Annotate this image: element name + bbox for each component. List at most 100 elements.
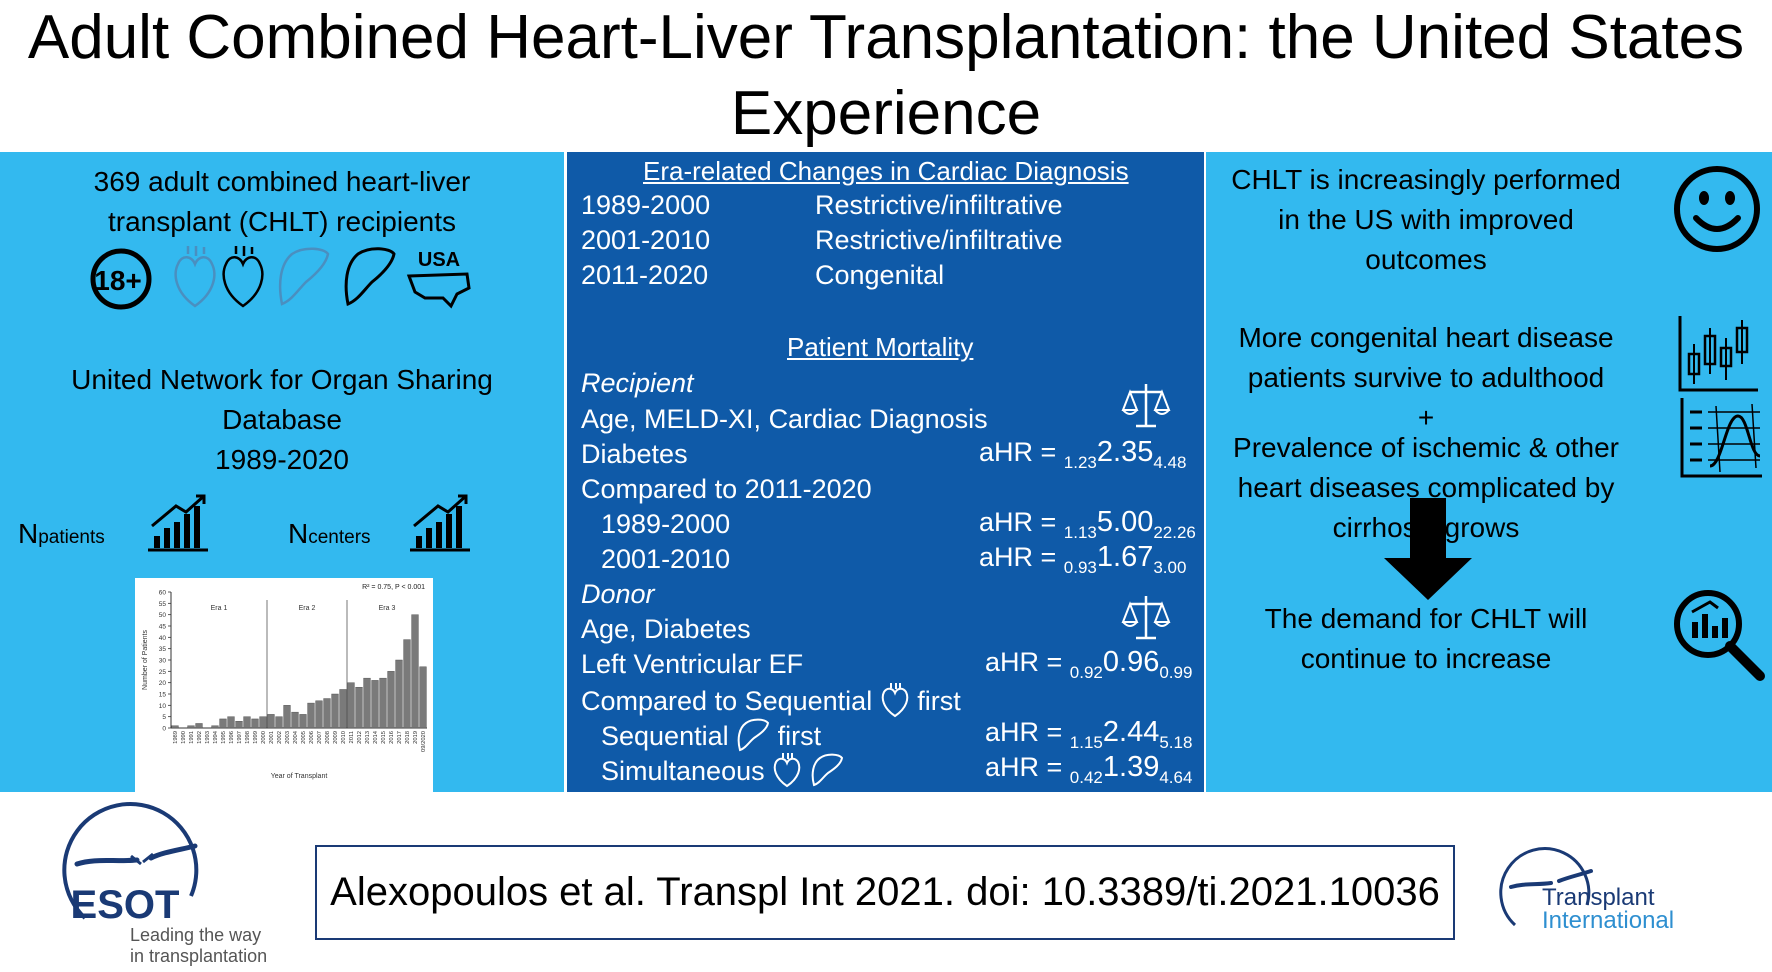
- patients-per-year-chart: 0 5 10 15 20 25 30 35 40 45 50 55 60 Era 1 Era 2 Era 3 1…: [135, 578, 433, 792]
- recipients-line-1: 369 adult combined heart-liver: [93, 166, 471, 197]
- chart-x-tick-label: 2002: [277, 731, 283, 744]
- db-years: 1989-2020: [215, 444, 349, 475]
- esot-name: ESOT: [71, 883, 180, 927]
- magnifier-chart-icon: [1674, 590, 1765, 681]
- esot-logo: ESOT: [62, 802, 199, 927]
- donor-label: Donor: [581, 579, 655, 609]
- era2-label: 2001-2010: [601, 544, 731, 574]
- chart-bar: [227, 716, 235, 729]
- journal-name-2: International: [1542, 907, 1675, 934]
- chart-bar: [371, 680, 379, 729]
- chart-y-tick-label: 20: [159, 680, 167, 687]
- summary-point-3: Prevalence of ischemic & other heart dis…: [1206, 388, 1646, 548]
- liver-outline-icon: [278, 247, 330, 306]
- esot-tagline-2: in transplantation: [130, 946, 268, 966]
- candlestick-chart-icon: [1678, 316, 1758, 392]
- usa-map-icon: USA: [406, 249, 471, 309]
- era-row-2-dx: Restrictive/infiltrative: [815, 225, 1063, 255]
- compared-sequential-label: Compared to Sequential first: [581, 682, 961, 719]
- recipient-label: Recipient: [581, 368, 694, 398]
- scales-icon-recipient: [1121, 384, 1171, 428]
- chart-bar: [211, 725, 219, 729]
- age-badge-text: 18+: [94, 265, 142, 296]
- chart-x-tick-label: 2015: [381, 731, 387, 744]
- chart-bar: [315, 700, 323, 729]
- summary-2-line-1: More congenital heart disease: [1238, 322, 1614, 353]
- trend-graph-icon: [1680, 398, 1762, 478]
- chart-x-tick-label: 1989: [173, 731, 179, 744]
- summary-4-line-1: The demand for CHLT will: [1264, 603, 1588, 634]
- chart-bar: [403, 639, 411, 729]
- chart-y-tick-label: 10: [159, 703, 167, 710]
- era-row-3-dx: Congenital: [815, 260, 945, 290]
- chart-bar: [267, 714, 275, 729]
- chart-x-tick-label: 2009: [333, 731, 339, 744]
- citation-text[interactable]: Alexopoulos et al. Transpl Int 2021. doi…: [330, 870, 1440, 914]
- chart-y-tick-label: 35: [159, 646, 167, 653]
- diabetes-hr: aHR = 1.232.354.48: [979, 436, 1187, 472]
- chart-x-tick-label: 2008: [325, 731, 331, 744]
- simultaneous-label: Simultaneous: [601, 752, 844, 789]
- chart-bar: [275, 716, 283, 729]
- chart-bar: [411, 614, 419, 729]
- chart-y-tick-label: 50: [159, 612, 167, 619]
- simultaneous-hr: aHR = 0.421.394.64: [985, 751, 1193, 787]
- chart-x-tick-label: 2014: [373, 730, 379, 744]
- n-centers-label: Ncenters: [288, 518, 371, 549]
- chart-bar: [219, 718, 227, 729]
- chart-y-tick-label: 45: [159, 624, 167, 631]
- heart-small-icon: [881, 683, 908, 718]
- chart-bar: [251, 718, 259, 729]
- db-line-1: United Network for Organ Sharing: [71, 364, 493, 395]
- recipient-factors: Age, MELD-XI, Cardiac Diagnosis: [581, 404, 988, 434]
- page-title: Adult Combined Heart-Liver Transplantati…: [27, 3, 1745, 148]
- smiley-face-icon: [1674, 166, 1760, 252]
- summary-1-line-1: CHLT is increasingly performed: [1231, 164, 1621, 195]
- chart-bar: [387, 671, 395, 729]
- journal-name-1: Transplant: [1542, 884, 1655, 911]
- chart-x-tick-label: 2007: [317, 731, 323, 744]
- era-row-1-dx: Restrictive/infiltrative: [815, 190, 1063, 220]
- chart-bar: [355, 686, 363, 729]
- down-arrow-icon: [1384, 498, 1472, 600]
- lvef-hr: aHR = 0.920.960.99: [985, 646, 1193, 682]
- chart-x-tick-label: 1990: [181, 731, 187, 744]
- chart-x-tick-label: 2001: [269, 731, 275, 744]
- chart-x-label: Year of Transplant: [271, 773, 328, 780]
- chart-x-tick-label: 1996: [229, 731, 235, 744]
- chart-y-tick-label: 60: [159, 590, 167, 597]
- chart-bar: [347, 682, 355, 729]
- era1-hr: aHR = 1.135.0022.26: [979, 506, 1196, 542]
- chart-y-label: Number of Patients: [142, 630, 149, 690]
- chart-x-tick-label: 09/2020: [421, 731, 427, 752]
- summary-4-line-2: continue to increase: [1300, 643, 1552, 674]
- chart-x-tick-label: 1999: [253, 731, 259, 744]
- recipients-line-2: transplant (CHLT) recipients: [107, 206, 457, 237]
- heart-small-icon-2: [773, 753, 801, 788]
- chart-bar: [331, 693, 339, 729]
- lvef-label: Left Ventricular EF: [581, 649, 804, 679]
- chart-bar: [283, 705, 291, 729]
- sequential-liver-label: Sequential first: [601, 717, 821, 754]
- chart-y-tick-label: 55: [159, 601, 167, 608]
- chart-y-tick-label: 0: [162, 726, 166, 733]
- chart-bar: [291, 711, 299, 729]
- chart-era-label: Era 3: [379, 605, 396, 612]
- chart-x-tick-label: 2004: [293, 730, 299, 744]
- chart-x-tick-label: 2012: [357, 731, 363, 744]
- chart-bar: [187, 725, 195, 729]
- mortality-heading: Patient Mortality: [787, 332, 974, 362]
- chart-x-tick-label: 2010: [341, 731, 347, 744]
- chart-x-tick-label: 2011: [349, 731, 355, 743]
- chart-x-tick-label: 2000: [261, 731, 267, 744]
- chart-bar: [323, 698, 331, 729]
- era-row-3-years: 2011-2020: [581, 260, 709, 290]
- chart-y-tick-label: 25: [159, 669, 167, 676]
- esot-tagline-1: Leading the way: [130, 925, 262, 945]
- era2-hr: aHR = 0.931.673.00: [979, 541, 1187, 577]
- growth-bars-icon-patients: [148, 494, 208, 552]
- chart-y-tick-label: 15: [159, 692, 167, 699]
- chart-x-tick-label: 1995: [221, 731, 227, 744]
- usa-label: USA: [418, 249, 460, 271]
- plus-sign: +: [1417, 402, 1435, 433]
